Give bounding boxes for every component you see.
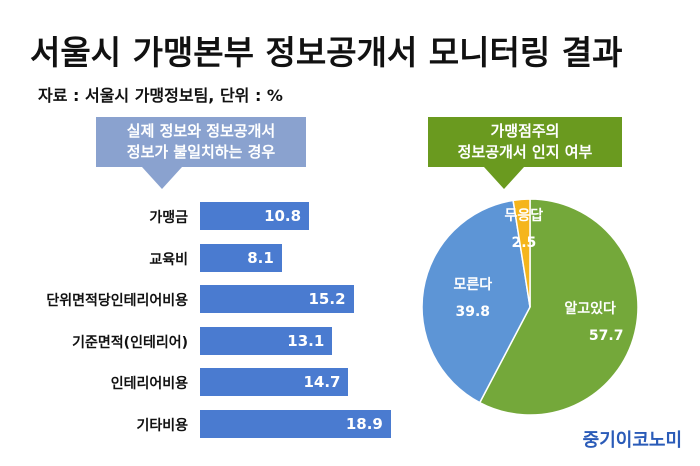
pie-slice-label: 알고있다 [564, 300, 616, 317]
bar-category-label: 기준면적(인테리어) [72, 334, 188, 351]
bar [200, 243, 282, 272]
pie-chart [421, 198, 639, 416]
bar-category-label: 기타비용 [136, 417, 188, 434]
bar-chart-title-line-1: 실제 정보와 정보공개서 [126, 122, 276, 140]
bar-value-label: 14.7 [303, 373, 341, 391]
bar-category-label: 인테리어비용 [110, 376, 188, 392]
source-note: 자료 : 서울시 가맹정보팀, 단위 : % [38, 86, 283, 105]
pie-slice-value: 39.8 [455, 303, 491, 320]
pie-slice-label: 무응답 [504, 208, 544, 225]
bar-value-label: 13.1 [287, 331, 325, 350]
pie-slice-value: 2.5 [511, 235, 537, 252]
bar [200, 409, 391, 438]
bar [200, 326, 333, 355]
pie-chart-callout-pointer [484, 167, 524, 189]
bar [200, 285, 354, 313]
bar-value-label: 15.2 [308, 290, 346, 308]
bar-category-label: 가맹금 [149, 210, 188, 226]
chart-title: 서울시 가맹본부 정보공개서 모니터링 결과 [30, 33, 623, 72]
pie-slice-value: 57.7 [588, 327, 624, 344]
bar-category-label: 단위면적당인테리어비용 [46, 293, 188, 309]
bar [200, 368, 349, 396]
bar-value-label: 8.1 [247, 248, 274, 267]
pie-chart-title-line-2: 정보공개서 인지 여부 [457, 143, 593, 161]
bar-value-label: 18.9 [345, 414, 383, 433]
bar-chart-callout: 실제 정보와 정보공개서 정보가 불일치하는 경우 [96, 117, 306, 167]
bar-chart-title-line-2: 정보가 불일치하는 경우 [126, 143, 276, 161]
pie-chart-title-line-1: 가맹점주의 [490, 122, 560, 140]
bar [200, 202, 310, 230]
pie-slice [421, 199, 531, 404]
pie-slice-label: 모른다 [453, 276, 493, 293]
pie-chart-callout: 가맹점주의 정보공개서 인지 여부 [428, 117, 622, 167]
bar-chart-callout-pointer [142, 167, 182, 189]
bar-value-label: 10.8 [264, 207, 302, 225]
brand-logo: 중기이코노미 [582, 430, 682, 451]
bar-category-label: 교육비 [149, 251, 188, 268]
pie-slice [512, 198, 531, 308]
pie-slice [478, 198, 639, 416]
